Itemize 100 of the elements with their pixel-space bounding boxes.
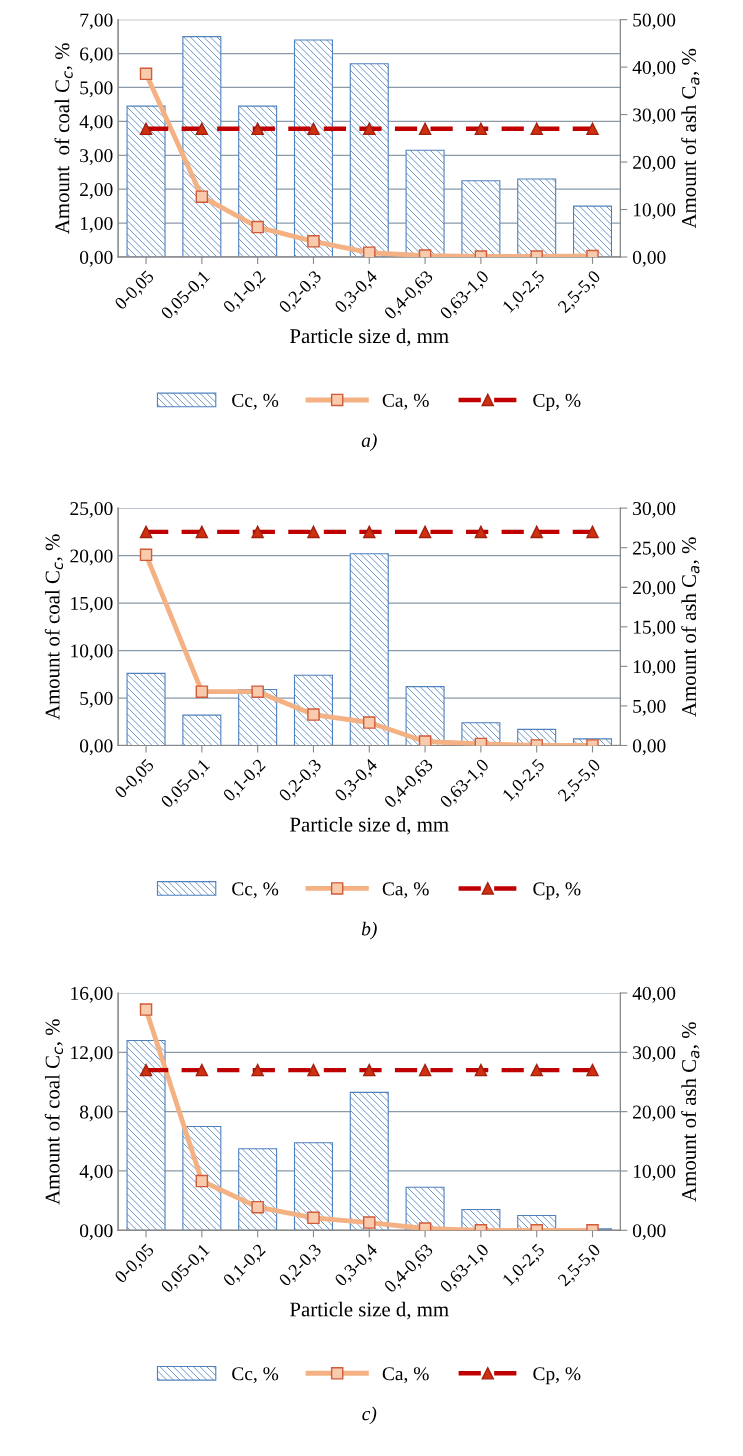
- y2-tick-label: 15,00: [633, 620, 676, 637]
- point: [586, 1063, 599, 1077]
- y2-tick-label: 20,00: [633, 1105, 676, 1122]
- point: [530, 1063, 543, 1077]
- y-tick-label: 20,00: [70, 549, 113, 566]
- bar: [126, 105, 166, 257]
- point: [195, 122, 209, 136]
- y2-tick-label: 0,00: [632, 250, 666, 267]
- y-tick-label: 15,00: [71, 596, 113, 613]
- point: [418, 735, 432, 746]
- bar: [293, 39, 333, 257]
- legend-label: Cp, %: [533, 1367, 581, 1385]
- point: [363, 716, 376, 729]
- point: [307, 708, 320, 721]
- point: [307, 122, 320, 136]
- y-axis-title: Amount of coal C$_{c}$, %: [44, 534, 64, 720]
- y2-tick-label: 40,00: [632, 986, 676, 1003]
- bar: [126, 1039, 166, 1231]
- point: [139, 548, 153, 562]
- y-tick-label: 6,00: [80, 47, 113, 64]
- y-tick-label: 5,00: [80, 691, 113, 708]
- y-tick-label: 10,00: [71, 644, 113, 661]
- point: [530, 525, 543, 539]
- point: [418, 525, 432, 539]
- point: [474, 122, 488, 136]
- bar: [182, 36, 222, 257]
- y-tick-label: 5,00: [80, 81, 113, 98]
- bar: [517, 178, 557, 257]
- y2-tick-label: 10,00: [633, 660, 676, 677]
- y2-tick-label: 0,00: [632, 1224, 666, 1241]
- point: [251, 122, 264, 136]
- bar: [349, 1091, 389, 1231]
- point: [139, 525, 153, 539]
- point: [251, 1200, 264, 1214]
- y2-tick-label: 5,00: [633, 699, 666, 716]
- bar: [349, 553, 389, 746]
- point: [363, 1063, 376, 1077]
- y2-tick-label: 40,00: [632, 60, 676, 77]
- point: [363, 246, 376, 257]
- bar: [293, 1142, 333, 1231]
- point: [586, 525, 599, 539]
- point: [251, 525, 264, 539]
- y-tick-label: 1,00: [80, 216, 113, 233]
- y-tick-label: 16,00: [71, 986, 113, 1003]
- y2-tick-label: 30,00: [633, 108, 676, 125]
- y2-tick-label: 50,00: [633, 13, 676, 30]
- legend-label: Cc, %: [232, 393, 279, 410]
- point: [363, 1216, 376, 1229]
- y-tick-label: 8,00: [79, 1105, 113, 1122]
- point: [195, 1174, 209, 1188]
- point: [418, 122, 432, 136]
- y2-tick-label: 20,00: [633, 581, 676, 597]
- legend-label: Ca, %: [382, 1367, 429, 1384]
- legend-label: Ca, %: [382, 882, 429, 899]
- y-axis-title: Amount of coal C$_{c}$, %: [54, 43, 73, 234]
- bar: [126, 672, 166, 746]
- x-axis-title: Particle size d, mm: [290, 1301, 449, 1320]
- point: [586, 122, 599, 136]
- y-tick-label: 25,00: [70, 501, 113, 518]
- point: [139, 67, 153, 81]
- legend-label: Cp, %: [533, 393, 581, 411]
- bar: [461, 180, 501, 257]
- y-tick-label: 0,00: [79, 250, 113, 267]
- point: [139, 1063, 153, 1077]
- y-tick-label: 0,00: [79, 739, 113, 756]
- y-tick-label: 3,00: [80, 149, 113, 166]
- y2-tick-label: 20,00: [633, 155, 676, 172]
- point: [251, 685, 264, 698]
- point: [195, 1063, 209, 1077]
- legend-label: Ca, %: [382, 393, 429, 410]
- y2-tick-label: 30,00: [633, 501, 676, 518]
- y-tick-label: 12,00: [71, 1046, 113, 1063]
- y2-axis-title: Amount of ash C$_{a}$, %: [681, 48, 700, 229]
- y-tick-label: 4,00: [79, 115, 113, 132]
- y2-axis-title: Amount of ash C$_{a}$, %: [681, 1022, 700, 1202]
- legend-label: Cp, %: [533, 882, 581, 900]
- text: b): [361, 921, 377, 940]
- point: [195, 190, 209, 203]
- bar: [238, 1148, 278, 1231]
- point: [251, 1063, 264, 1077]
- y2-tick-label: 10,00: [633, 203, 676, 220]
- y-tick-label: 4,00: [79, 1164, 113, 1181]
- text: c): [362, 1406, 377, 1425]
- y-tick-label: 7,00: [80, 13, 113, 30]
- y2-tick-label: 10,00: [633, 1164, 676, 1181]
- x-axis-title: Particle size d, mm: [290, 328, 449, 347]
- point: [139, 1003, 153, 1016]
- point: [530, 122, 543, 136]
- point: [195, 525, 209, 539]
- text: a): [361, 433, 377, 451]
- bar: [572, 205, 613, 257]
- point: [363, 525, 376, 539]
- point: [474, 525, 488, 539]
- point: [418, 1063, 432, 1077]
- point: [307, 525, 320, 539]
- y2-tick-label: 0,00: [632, 739, 666, 756]
- point: [307, 1063, 320, 1077]
- y-tick-label: 0,00: [79, 1224, 113, 1241]
- point: [307, 1211, 320, 1225]
- bar: [238, 105, 278, 257]
